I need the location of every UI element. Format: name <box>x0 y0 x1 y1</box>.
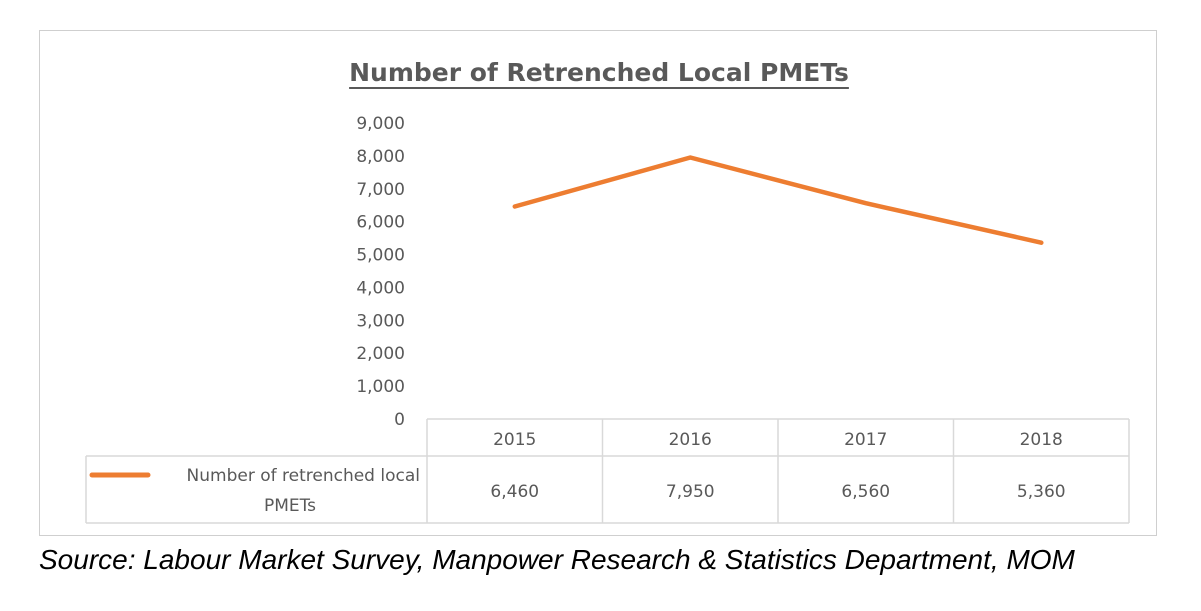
data-table-value: 5,360 <box>1017 482 1066 502</box>
y-tick-label: 6,000 <box>356 213 405 233</box>
data-table-value: 6,560 <box>841 482 890 502</box>
x-tick-label: 2016 <box>669 430 712 450</box>
x-axis-labels: 2015 2016 2017 2018 <box>493 430 1063 450</box>
y-tick-label: 4,000 <box>356 278 405 298</box>
y-tick-label: 7,000 <box>356 180 405 200</box>
y-tick-label: 2,000 <box>356 344 405 364</box>
data-table-values: 6,460 7,950 6,560 5,360 <box>490 482 1065 502</box>
y-axis-ticks: 0 1,000 2,000 3,000 4,000 5,000 6,000 7,000 8,00… <box>356 114 405 430</box>
chart-svg: Number of Retrenched Local PMETs 0 1,000 2… <box>85 58 1130 524</box>
chart-title: Number of Retrenched Local PMETs <box>349 58 849 87</box>
y-tick-label: 5,000 <box>356 246 405 266</box>
y-tick-label: 3,000 <box>356 311 405 331</box>
series-line <box>512 155 1044 245</box>
legend-label-line-1: Number of retrenched local <box>187 466 420 486</box>
legend-label-line-2: PMETs <box>264 496 316 516</box>
chart-frame: Number of Retrenched Local PMETs 0 1,000 2… <box>39 30 1157 536</box>
y-tick-label: 9,000 <box>356 114 405 134</box>
x-tick-label: 2015 <box>493 430 536 450</box>
data-table-grid <box>85 418 1130 524</box>
legend-key: Number of retrenched local PMETs <box>89 466 420 516</box>
source-note: Source: Labour Market Survey, Manpower R… <box>39 544 1075 575</box>
series-layer <box>512 155 1044 245</box>
x-tick-label: 2018 <box>1020 430 1063 450</box>
data-table-value: 7,950 <box>666 482 715 502</box>
data-table-value: 6,460 <box>490 482 539 502</box>
y-tick-label: 8,000 <box>356 147 405 167</box>
y-tick-label: 1,000 <box>356 377 405 397</box>
x-tick-label: 2017 <box>844 430 887 450</box>
y-tick-label: 0 <box>394 410 405 430</box>
